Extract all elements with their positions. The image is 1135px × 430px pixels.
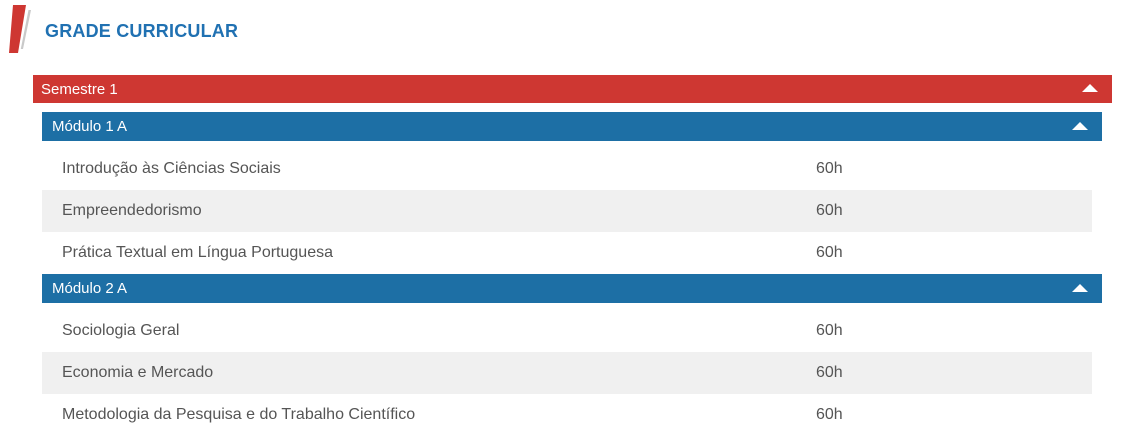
course-hours: 60h (816, 406, 843, 423)
page-title: GRADE CURRICULAR (45, 20, 239, 41)
course-name: Empreendedorismo (62, 202, 202, 219)
module-body: Sociologia Geral 60h Economia e Mercado … (42, 310, 1092, 430)
course-row: Prática Textual em Língua Portuguesa 60h (42, 232, 1092, 274)
chevron-up-icon[interactable] (1082, 84, 1098, 92)
course-hours: 60h (816, 322, 843, 339)
course-name: Economia e Mercado (62, 364, 214, 381)
course-name: Metodologia da Pesquisa e do Trabalho Ci… (62, 406, 416, 423)
course-row: Sociologia Geral 60h (42, 310, 1092, 352)
course-row: Economia e Mercado 60h (42, 352, 1092, 394)
module-label: Módulo 1 A (52, 118, 128, 135)
curriculum-accordion: Semestre 1 Módulo 1 A Introdução às Ciên… (33, 75, 1112, 430)
module-header[interactable]: Módulo 1 A (42, 112, 1102, 141)
module-header[interactable]: Módulo 2 A (42, 274, 1102, 303)
course-row: Metodologia da Pesquisa e do Trabalho Ci… (42, 394, 1092, 430)
course-name: Prática Textual em Língua Portuguesa (62, 244, 333, 261)
semester-label: Semestre 1 (41, 80, 118, 98)
course-hours: 60h (816, 160, 843, 177)
course-name: Sociologia Geral (62, 322, 180, 339)
flag-icon (9, 4, 31, 53)
module-section: Módulo 2 A Sociologia Geral 60h Economia… (42, 274, 1102, 430)
semester-header[interactable]: Semestre 1 (33, 75, 1112, 103)
course-hours: 60h (816, 244, 843, 261)
module-label: Módulo 2 A (52, 280, 128, 297)
course-hours: 60h (816, 202, 843, 219)
course-name: Introdução às Ciências Sociais (62, 160, 281, 177)
course-row: Introdução às Ciências Sociais 60h (42, 148, 1092, 190)
module-body: Introdução às Ciências Sociais 60h Empre… (42, 148, 1092, 274)
course-row: Empreendedorismo 60h (42, 190, 1092, 232)
course-hours: 60h (816, 364, 843, 381)
chevron-up-icon[interactable] (1072, 121, 1088, 130)
page-header: GRADE CURRICULAR (8, 4, 238, 54)
module-section: Módulo 1 A Introdução às Ciências Sociai… (42, 112, 1102, 274)
chevron-up-icon[interactable] (1072, 283, 1088, 292)
